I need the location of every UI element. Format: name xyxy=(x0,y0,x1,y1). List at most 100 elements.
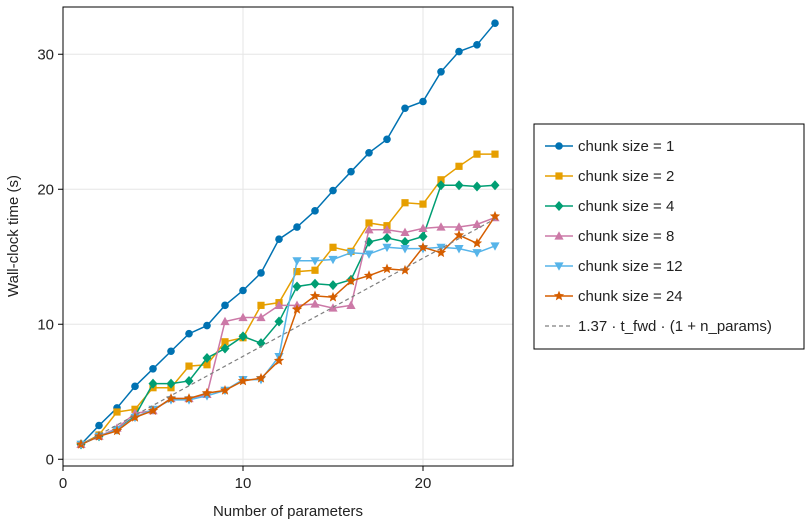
data-point xyxy=(453,229,465,240)
legend-item: chunk size = 2 xyxy=(545,168,674,185)
data-point xyxy=(310,278,320,289)
data-point xyxy=(435,247,447,258)
series-2 xyxy=(77,150,499,448)
data-point xyxy=(256,312,266,322)
reference-line xyxy=(80,218,496,446)
data-point xyxy=(401,104,409,113)
data-point xyxy=(309,290,321,301)
data-point xyxy=(165,393,177,403)
legend-marker xyxy=(554,231,564,240)
data-point xyxy=(201,387,213,398)
y-tick-label: 0 xyxy=(46,451,54,468)
legend-marker xyxy=(554,201,564,211)
data-point xyxy=(257,301,265,309)
legend-label: chunk size = 4 xyxy=(578,198,674,215)
series-7 xyxy=(80,218,496,446)
data-point xyxy=(489,210,501,221)
data-point xyxy=(274,300,284,309)
series-layer xyxy=(75,19,501,450)
data-point xyxy=(203,321,211,330)
data-point xyxy=(490,242,500,251)
data-point xyxy=(131,382,139,391)
data-point xyxy=(328,255,338,265)
data-point xyxy=(328,280,338,291)
y-tick-label: 10 xyxy=(37,316,54,333)
data-point xyxy=(419,200,427,208)
legend-item: 1.37 · t_fwd · (1 + n_params) xyxy=(545,318,772,335)
data-point xyxy=(311,207,319,215)
data-point xyxy=(75,439,87,449)
data-point xyxy=(455,47,463,56)
data-point xyxy=(437,176,445,184)
legend-label: chunk size = 24 xyxy=(578,288,683,305)
data-point xyxy=(436,222,446,231)
data-point xyxy=(292,257,302,266)
data-point xyxy=(419,97,427,106)
data-point xyxy=(95,421,103,430)
data-point xyxy=(291,304,303,314)
data-point xyxy=(203,361,211,369)
data-point xyxy=(365,219,373,227)
data-point xyxy=(345,275,357,286)
data-point xyxy=(382,224,392,234)
data-point xyxy=(113,408,121,416)
legend-marker xyxy=(555,172,563,180)
legend-box xyxy=(533,123,805,350)
x-tick-label: 0 xyxy=(59,475,67,492)
data-point xyxy=(382,243,392,253)
data-point xyxy=(167,347,175,356)
legend-item: chunk size = 4 xyxy=(545,198,674,215)
data-point xyxy=(221,301,229,310)
data-point xyxy=(418,231,428,242)
data-point xyxy=(111,425,123,436)
legend-label: chunk size = 8 xyxy=(578,228,674,245)
legend-item: chunk size = 24 xyxy=(545,288,683,305)
data-point xyxy=(183,393,195,403)
data-point xyxy=(400,236,410,247)
data-point xyxy=(454,222,464,231)
data-point xyxy=(185,329,193,338)
y-tick-label: 30 xyxy=(37,46,54,63)
y-tick-label: 20 xyxy=(37,181,54,198)
series-line xyxy=(80,184,496,446)
data-point xyxy=(329,243,337,251)
data-point xyxy=(473,150,481,158)
legend-item: chunk size = 8 xyxy=(545,228,674,245)
data-point xyxy=(382,232,392,243)
series-line xyxy=(80,215,496,446)
data-point xyxy=(472,181,482,192)
data-point xyxy=(347,167,355,176)
data-point xyxy=(310,299,320,308)
data-point xyxy=(472,249,482,258)
data-point xyxy=(219,385,231,395)
data-point xyxy=(149,365,157,373)
data-point xyxy=(93,430,105,441)
data-point xyxy=(292,281,302,292)
legend-label: chunk size = 12 xyxy=(578,258,683,275)
data-point xyxy=(220,316,230,326)
x-axis-label: Number of parameters xyxy=(213,503,363,520)
legend-marker xyxy=(554,262,564,271)
data-point xyxy=(418,223,428,232)
legend-label: 1.37 · t_fwd · (1 + n_params) xyxy=(578,318,772,335)
data-point xyxy=(327,291,339,302)
data-point xyxy=(437,68,445,76)
data-point xyxy=(363,270,375,281)
data-point xyxy=(471,237,483,248)
data-point xyxy=(129,412,141,422)
data-point xyxy=(491,150,499,158)
data-point xyxy=(454,180,464,191)
x-tick-label: 20 xyxy=(415,475,432,492)
data-point xyxy=(238,331,248,342)
grid xyxy=(62,7,513,466)
data-point xyxy=(255,372,267,383)
y-axis-label: Wall-clock time (s) xyxy=(5,175,22,297)
data-point xyxy=(491,19,499,28)
data-point xyxy=(311,266,319,274)
data-point xyxy=(400,245,410,254)
series-6 xyxy=(75,210,501,449)
data-point xyxy=(399,264,411,275)
data-point xyxy=(273,355,285,366)
data-point xyxy=(383,135,391,144)
data-point xyxy=(490,180,500,191)
